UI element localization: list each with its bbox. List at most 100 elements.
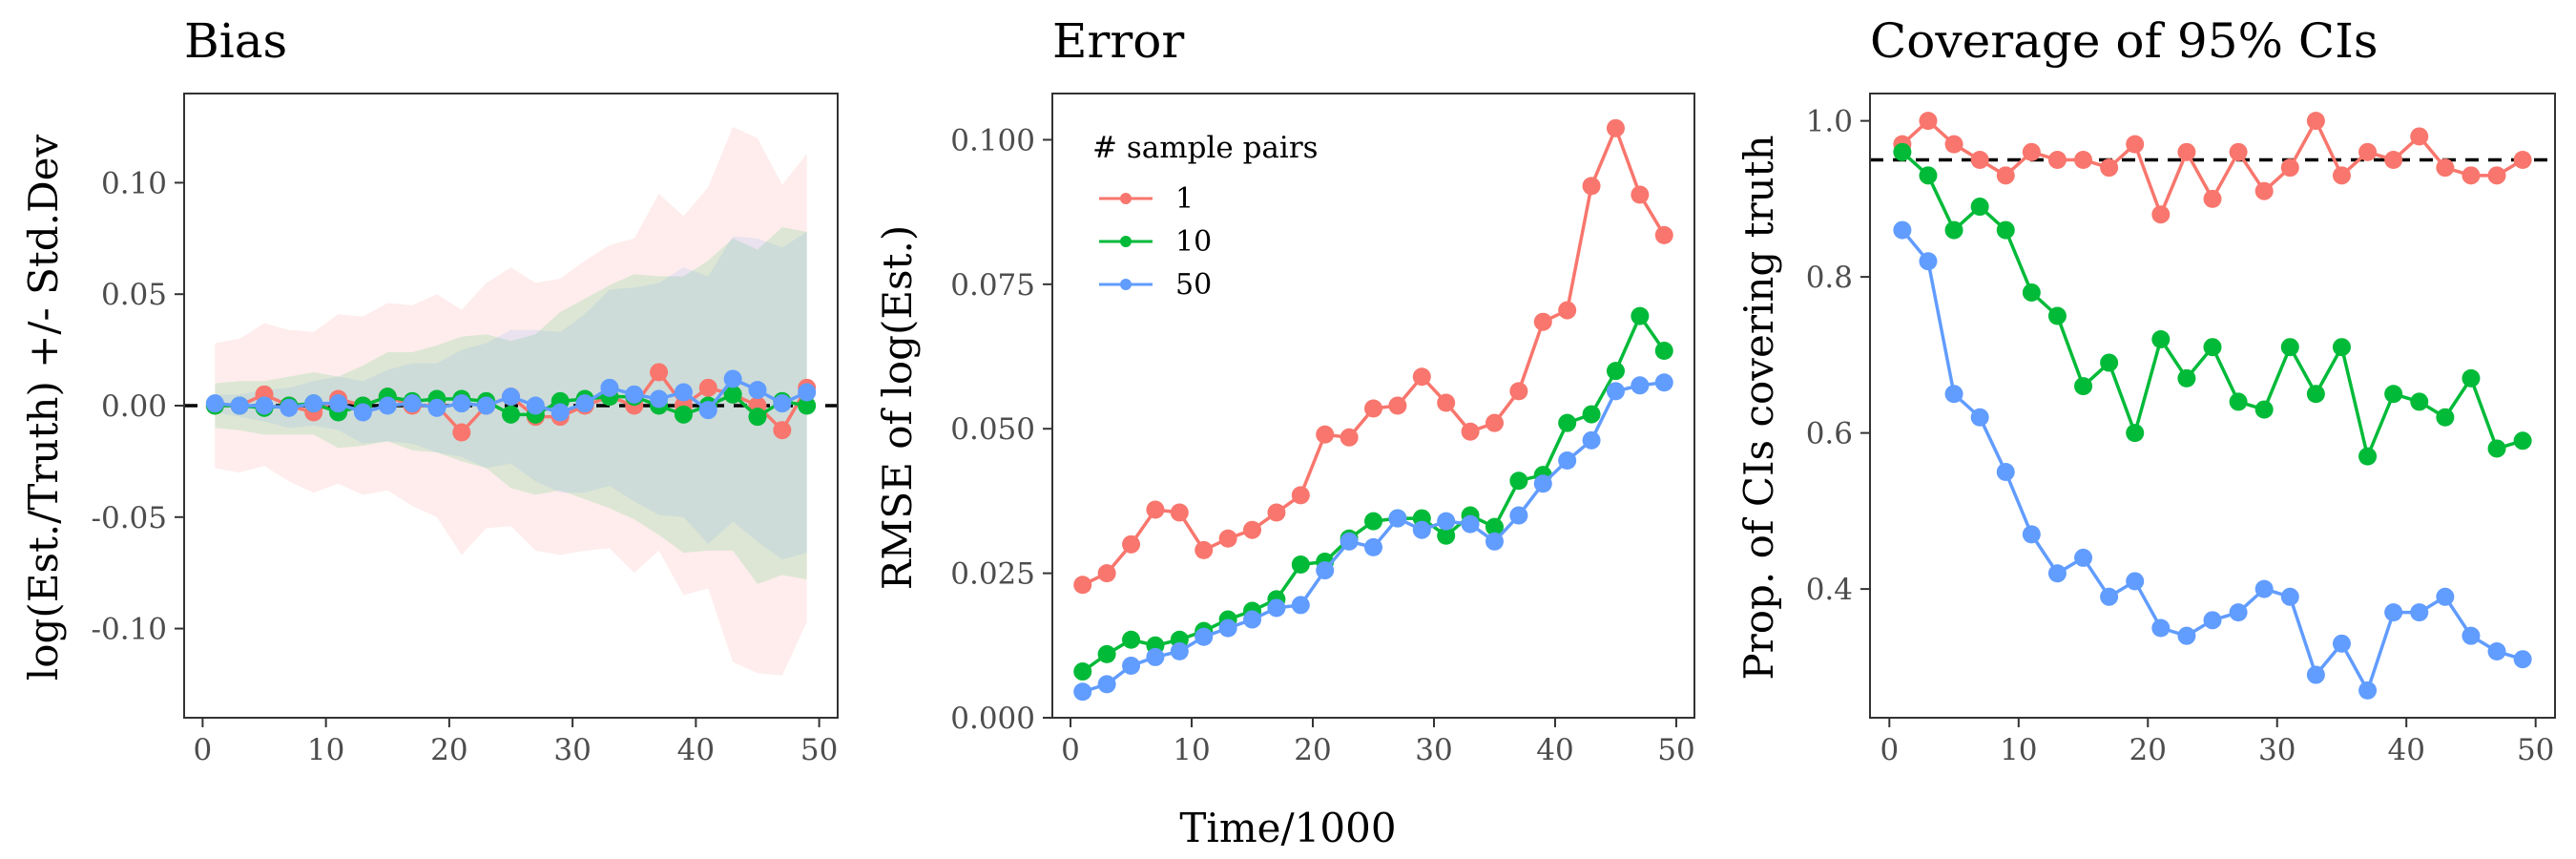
error-point-1	[1606, 118, 1625, 137]
error-point-50	[1461, 514, 1480, 534]
bias-point-1	[650, 363, 669, 382]
bias-point-10	[723, 385, 742, 404]
error-point-1	[1218, 529, 1237, 548]
coverage-point-1	[2022, 142, 2041, 161]
error-point-50	[1654, 373, 1673, 392]
coverage-point-1	[1944, 135, 1963, 154]
coverage-point-1	[2126, 135, 2145, 154]
bias-point-50	[329, 394, 348, 413]
coverage-point-50	[2332, 634, 2351, 653]
error-point-50	[1485, 532, 1504, 551]
error-point-50	[1097, 675, 1116, 694]
bias-point-10	[674, 405, 693, 424]
legend-label-50: 50	[1175, 268, 1212, 302]
coverage-point-1	[2487, 166, 2506, 185]
coverage-x-tick-label: 40	[2387, 733, 2424, 767]
coverage-point-10	[1893, 142, 1912, 161]
coverage-point-10	[2487, 439, 2506, 458]
coverage-point-50	[2410, 603, 2429, 622]
bias-point-50	[798, 383, 817, 402]
legend: # sample pairs 1 10 50	[1092, 131, 1319, 302]
bias-point-50	[353, 403, 372, 422]
bias-point-50	[625, 385, 644, 404]
error-point-50	[1170, 641, 1189, 660]
coverage-point-10	[2513, 431, 2532, 450]
error-point-10	[1631, 306, 1650, 325]
coverage-point-50	[2022, 525, 2041, 544]
error-point-1	[1122, 534, 1141, 554]
bias-point-50	[698, 401, 717, 420]
coverage-panel: Coverage of 95% CIs Prop. of CIs coverin…	[1735, 13, 2556, 767]
coverage-point-50	[2384, 603, 2403, 622]
error-point-50	[1073, 682, 1092, 702]
bias-x-tick-label: 10	[307, 733, 344, 767]
error-point-10	[1073, 662, 1092, 681]
coverage-point-10	[2306, 385, 2325, 404]
error-line-50	[1082, 381, 1665, 694]
error-x-tick-label: 40	[1536, 733, 1573, 767]
error-x-axis: 0 10 20 30 40 50	[1061, 718, 1695, 767]
error-point-1	[1388, 396, 1407, 415]
error-point-1	[1654, 225, 1673, 244]
bias-point-50	[723, 369, 742, 388]
coverage-point-10	[2280, 338, 2299, 357]
coverage-x-axis: 0 10 20 30 40 50	[1880, 718, 2554, 767]
error-point-1	[1364, 399, 1382, 418]
coverage-point-50	[2151, 618, 2171, 638]
error-point-10	[1097, 644, 1116, 663]
bias-point-50	[452, 394, 471, 413]
error-point-1	[1097, 564, 1116, 583]
bias-point-50	[575, 394, 594, 413]
coverage-point-10	[2100, 353, 2119, 372]
coverage-point-50	[2513, 650, 2532, 669]
error-point-1	[1340, 428, 1359, 447]
coverage-point-10	[1919, 166, 1938, 185]
error-series-layer	[1073, 118, 1673, 702]
coverage-point-10	[1944, 220, 1963, 240]
bias-x-tick-label: 50	[800, 733, 838, 767]
error-point-1	[1243, 520, 1262, 539]
coverage-point-50	[2047, 564, 2067, 583]
coverage-point-1	[2229, 142, 2248, 161]
error-point-50	[1267, 598, 1286, 618]
error-point-50	[1122, 657, 1141, 675]
coverage-point-10	[2151, 330, 2171, 349]
error-series-10	[1073, 306, 1673, 681]
error-point-1	[1533, 312, 1552, 331]
bias-y-axis: -0.10 -0.05 0.00 0.05 0.10	[92, 166, 184, 647]
bias-point-50	[502, 388, 520, 407]
error-point-1	[1631, 185, 1650, 204]
coverage-point-10	[2229, 392, 2248, 411]
coverage-point-50	[1970, 408, 1989, 427]
error-y-tick-label: 0.025	[950, 557, 1035, 592]
coverage-y-tick-label: 1.0	[1806, 105, 1853, 139]
error-point-50	[1631, 376, 1650, 395]
error-point-10	[1606, 362, 1625, 381]
error-point-10	[1654, 341, 1673, 360]
legend-key-point-50	[1120, 279, 1132, 290]
bias-point-1	[773, 421, 792, 440]
bias-point-50	[773, 394, 792, 413]
coverage-panel-title: Coverage of 95% CIs	[1870, 13, 2379, 69]
error-x-tick-label: 20	[1294, 733, 1331, 767]
error-point-10	[1364, 512, 1382, 531]
error-point-1	[1485, 413, 1504, 432]
bias-x-tick-label: 0	[194, 733, 213, 767]
error-y-axis-title: RMSE of log(Est.)	[874, 225, 921, 590]
bias-x-tick-label: 20	[430, 733, 467, 767]
coverage-point-50	[1944, 385, 1963, 404]
coverage-x-tick-label: 0	[1880, 733, 1899, 767]
coverage-point-1	[2358, 142, 2378, 161]
error-point-1	[1582, 177, 1601, 196]
coverage-point-50	[2254, 579, 2274, 598]
bias-point-50	[748, 381, 767, 400]
bias-point-50	[280, 398, 299, 417]
bias-series-layer	[205, 363, 817, 442]
bias-y-tick-label: -0.05	[92, 501, 168, 535]
error-point-10	[1582, 405, 1601, 424]
error-series-50	[1073, 373, 1673, 702]
coverage-point-1	[2280, 158, 2299, 178]
error-point-50	[1291, 596, 1310, 615]
error-point-1	[1195, 540, 1214, 559]
